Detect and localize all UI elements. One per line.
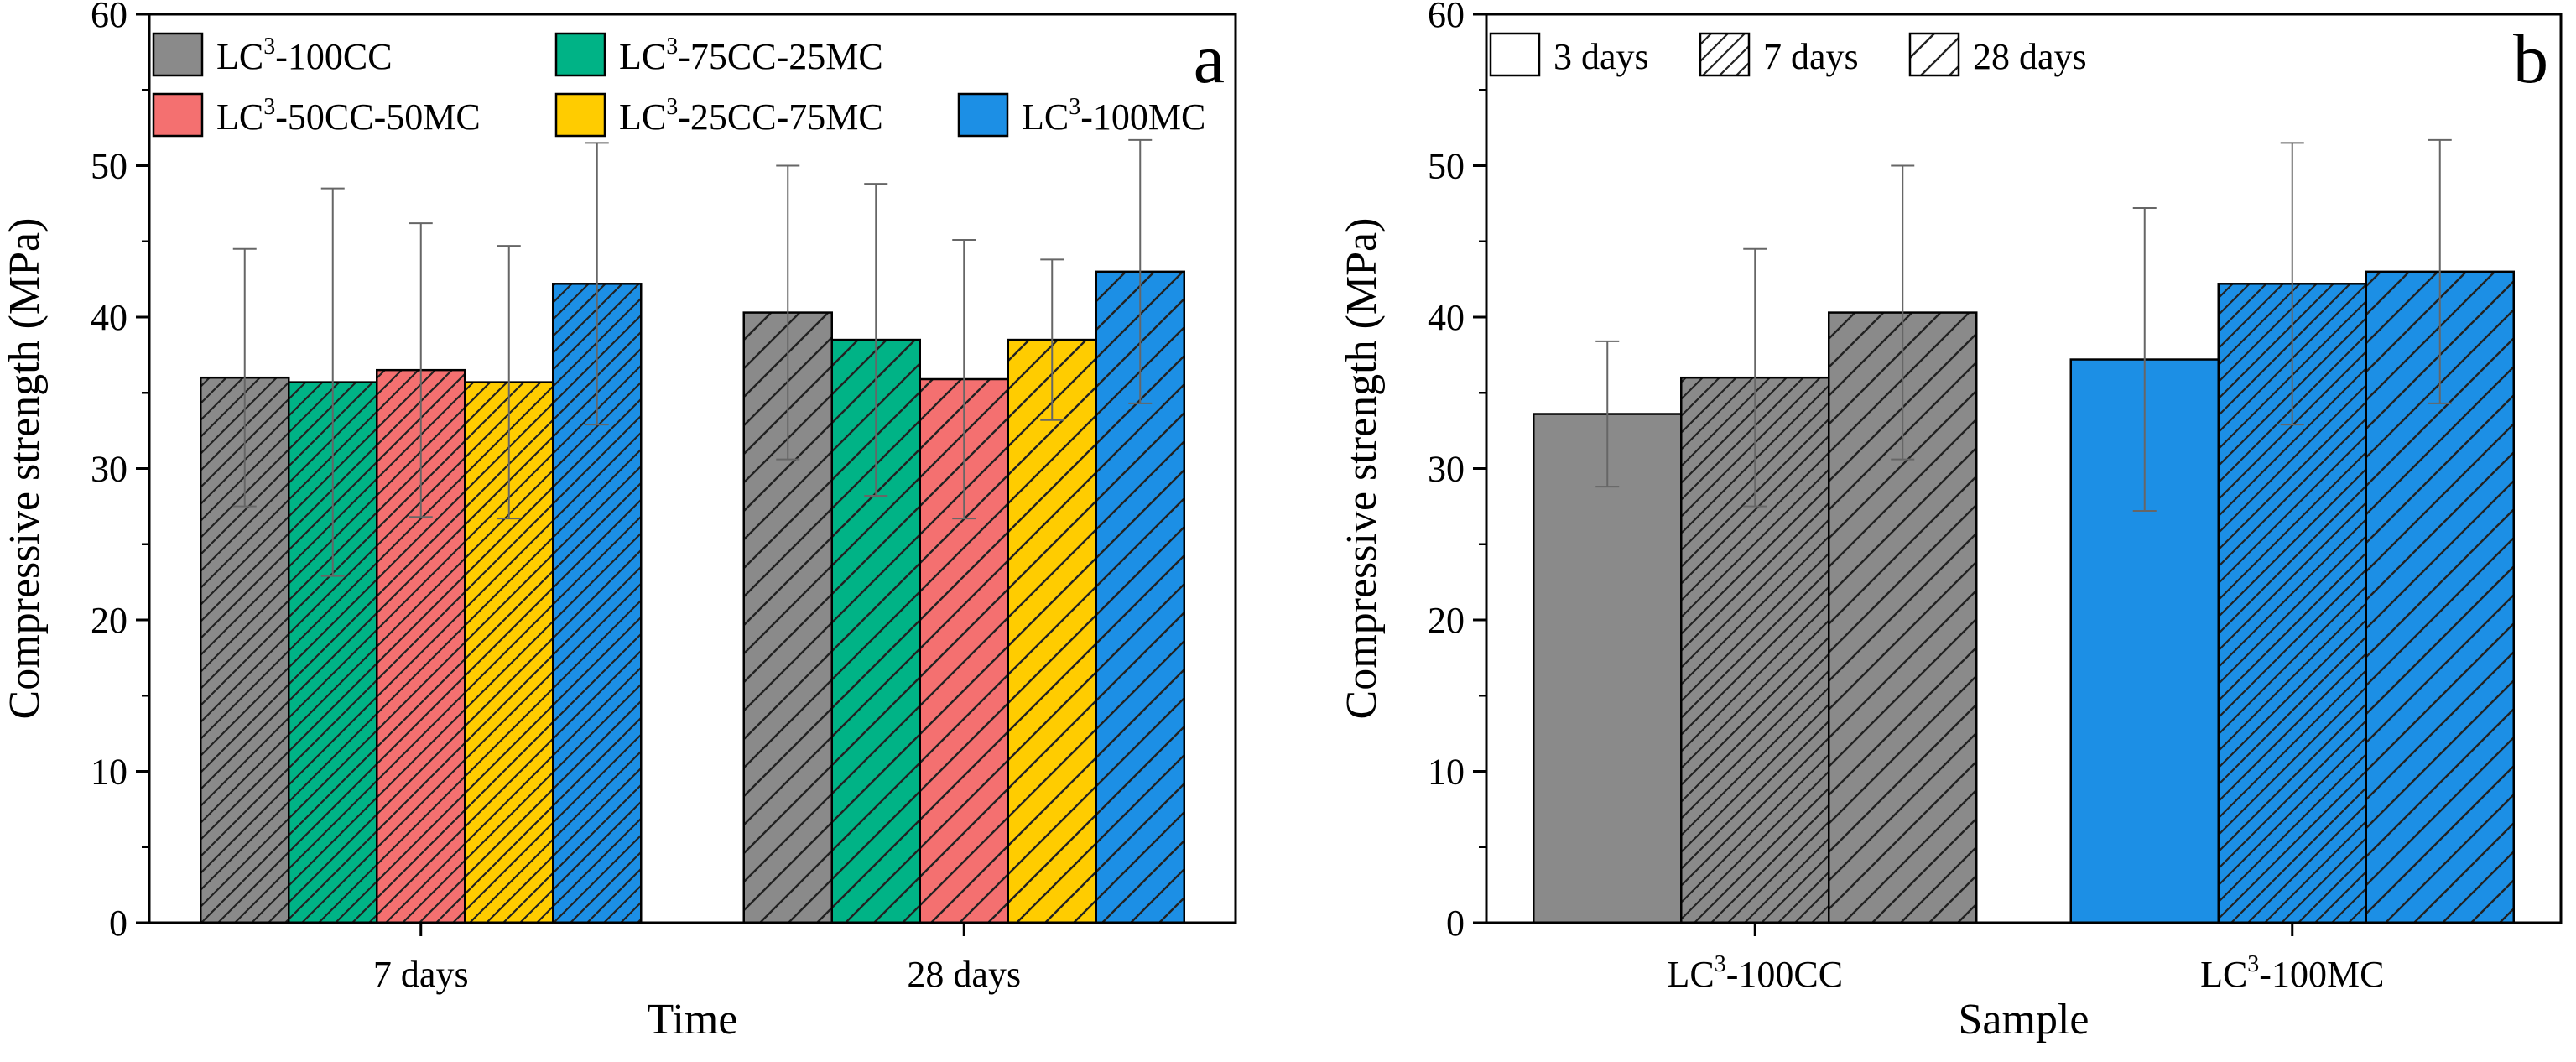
legend-label: 3 days [1553,36,1649,77]
panel-b-y-ticks: 0 10 20 30 40 50 60 [1428,0,1486,944]
legend-swatch [1699,32,1751,77]
y-tick-label: 60 [1428,0,1465,35]
legend-label: LC3-100CC [216,34,393,77]
panel-a-chart: 0 10 20 30 40 50 60 7 days 28 days Compressive … [1,0,1237,1044]
x-tick-label: 7 days [373,954,469,995]
y-tick-label: 20 [91,600,127,641]
panel-a-plot-frame [148,13,1237,924]
legend-swatch-hatch [1910,34,1959,75]
x-tick-label: LC3-100MC [2200,951,2384,995]
y-tick-label: 40 [91,297,127,338]
panel-b-error-bars [1595,138,2452,513]
panel-b-bars [1533,270,2515,924]
y-tick-label: 30 [91,449,127,490]
y-tick-label: 30 [1428,449,1465,490]
panel-a-legend: LC3-100CC LC3-75CC-25MC LC3-50CC-50MC LC3-2… [152,32,1205,138]
y-tick-label: 50 [1428,146,1465,187]
panel-b-chart: 0 10 20 30 40 50 60 LC3-100CC LC3-100MC Compres… [1338,0,2563,1044]
panel-a-bars [200,270,1185,924]
y-tick-label: 10 [91,752,127,793]
y-tick-label: 10 [1428,752,1465,793]
bar-hatch [1007,340,1096,923]
legend-label: LC3-100MC [1022,94,1205,138]
y-tick-label: 60 [91,0,127,35]
legend-label: 7 days [1763,36,1859,77]
panel-a-x-axis-label: Time [648,996,738,1044]
legend-swatch [554,92,606,138]
bar [1533,414,1682,923]
legend-label: LC3-50CC-50MC [216,94,481,138]
panel-a-x-ticks: 7 days 28 days [373,923,1021,995]
panel-a-error-bars [232,138,1153,577]
legend-swatch [554,32,606,77]
y-tick-label: 0 [1446,903,1465,944]
legend-swatch [957,92,1009,138]
y-tick-label: 50 [91,146,127,187]
panel-a-y-axis-label: Compressive strength (MPa) [1,218,49,720]
panel-b-x-axis-label: Sample [1959,996,2089,1044]
legend-swatch-hatch [1700,34,1749,75]
panel-a-y-ticks: 0 10 20 30 40 50 60 [91,0,149,944]
panel-b-y-axis-label: Compressive strength (MPa) [1338,218,1386,720]
y-tick-label: 20 [1428,600,1465,641]
y-tick-label: 40 [1428,297,1465,338]
panel-b-legend: 3 days 7 days 28 days [1489,32,2087,77]
legend-label: 28 days [1973,36,2087,77]
legend-swatch [1908,32,1960,77]
legend-label: LC3-25CC-75MC [619,94,883,138]
x-tick-label: 28 days [907,954,1021,995]
legend-swatch-bg [1491,34,1539,75]
panel-b-plot-frame [1485,13,2563,924]
x-tick-label: LC3-100CC [1667,951,1843,995]
legend-swatch [1489,32,1541,77]
panel-b-label: b [2513,20,2548,98]
legend-swatch [152,92,204,138]
legend-swatch [152,32,204,77]
panel-a-label: a [1194,20,1225,98]
panel-b-x-ticks: LC3-100CC LC3-100MC [1667,923,2384,995]
y-tick-label: 0 [109,903,127,944]
legend-label: LC3-75CC-25MC [619,34,883,77]
